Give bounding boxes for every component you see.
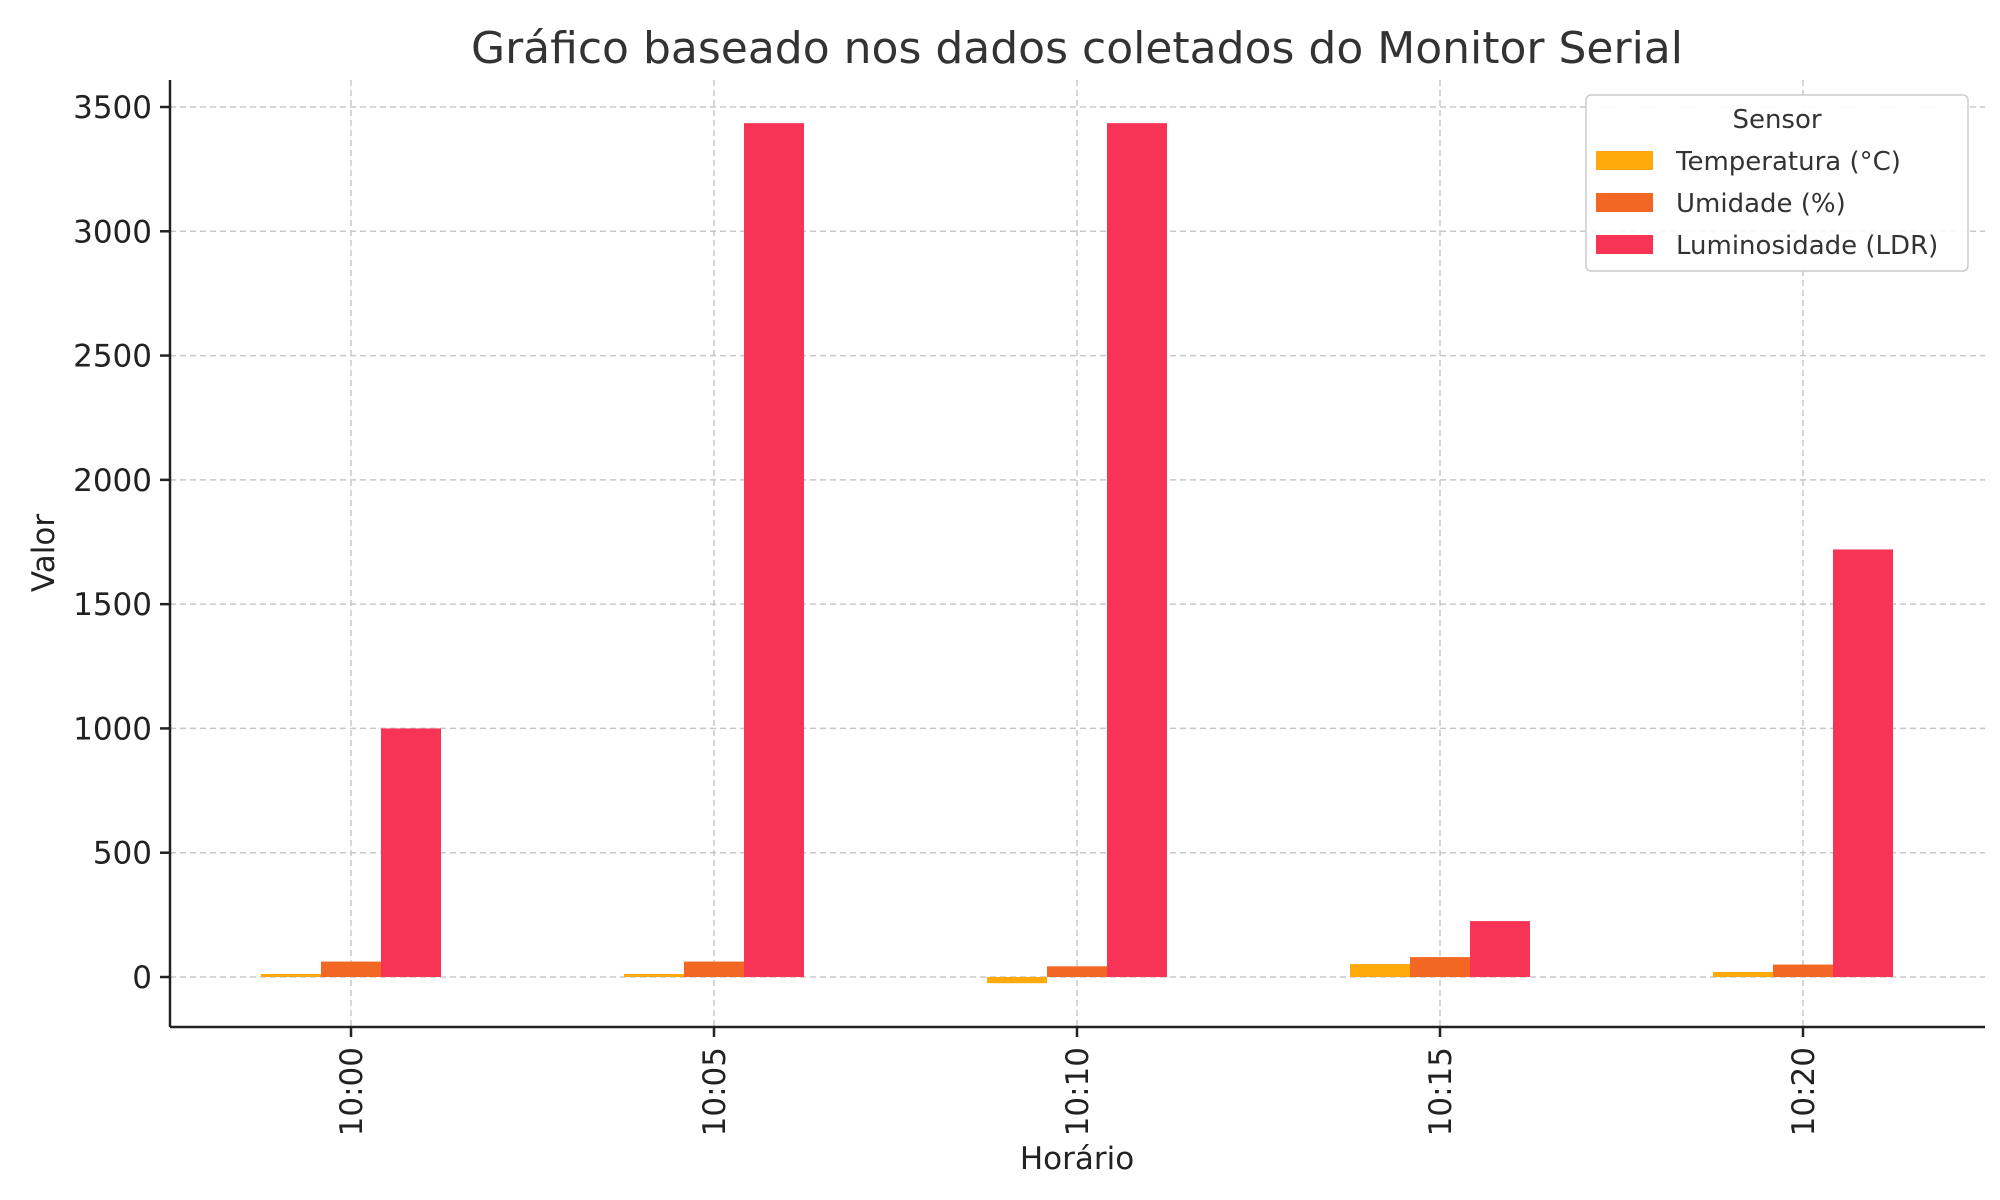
- y-axis-label: Valor: [26, 514, 62, 592]
- chart-title: Gráfico baseado nos dados coletados do M…: [471, 23, 1683, 74]
- legend: Sensor Temperatura (°C) Umidade (%) Luminos…: [1585, 94, 1969, 272]
- x-tick-label: 10:05: [697, 1047, 733, 1136]
- axes: [160, 80, 1985, 1037]
- bar: [1107, 123, 1167, 977]
- y-tick-label: 3500: [73, 90, 152, 126]
- bars: [261, 123, 1893, 984]
- bar: [684, 961, 744, 977]
- legend-frame: [1585, 94, 1969, 272]
- y-tick-label: 2000: [73, 463, 152, 499]
- bar: [381, 728, 441, 977]
- legend-entry: Luminosidade (LDR): [1676, 231, 1938, 261]
- bar: [1713, 972, 1773, 977]
- bar: [1047, 966, 1107, 977]
- bar: [1350, 964, 1410, 977]
- y-tick-label: 0: [132, 960, 152, 996]
- legend-entry: Umidade (%): [1676, 189, 1846, 219]
- legend-swatch: [1596, 193, 1653, 212]
- y-tick-label: 1500: [73, 587, 152, 623]
- bar: [624, 974, 684, 977]
- bar: [321, 961, 381, 977]
- x-axis-label: Horário: [1020, 1141, 1134, 1177]
- bar: [987, 977, 1047, 984]
- bar: [261, 974, 321, 977]
- legend-swatch: [1596, 235, 1653, 254]
- y-tick-label: 3000: [73, 214, 152, 250]
- x-tick-label: 10:20: [1786, 1047, 1822, 1136]
- bar: [1833, 549, 1893, 977]
- bar: [1410, 957, 1470, 977]
- y-tick-label: 500: [93, 836, 152, 872]
- y-tick-label: 2500: [73, 339, 152, 375]
- x-tick-label: 10:15: [1423, 1047, 1459, 1136]
- bar: [744, 123, 804, 977]
- legend-title: Sensor: [1732, 105, 1821, 135]
- x-tick-labels: 10:00 10:05 10:10 10:15 10:20: [334, 1047, 1822, 1136]
- x-tick-label: 10:10: [1060, 1047, 1096, 1136]
- y-tick-label: 1000: [73, 711, 152, 747]
- bar: [1773, 964, 1833, 977]
- y-tick-labels: 0 500 1000 1500 2000 2500 3000 3500: [73, 90, 152, 996]
- bar: [1470, 921, 1530, 977]
- x-tick-label: 10:00: [334, 1047, 370, 1136]
- legend-swatch: [1596, 151, 1653, 170]
- legend-entry: Temperatura (°C): [1675, 147, 1901, 177]
